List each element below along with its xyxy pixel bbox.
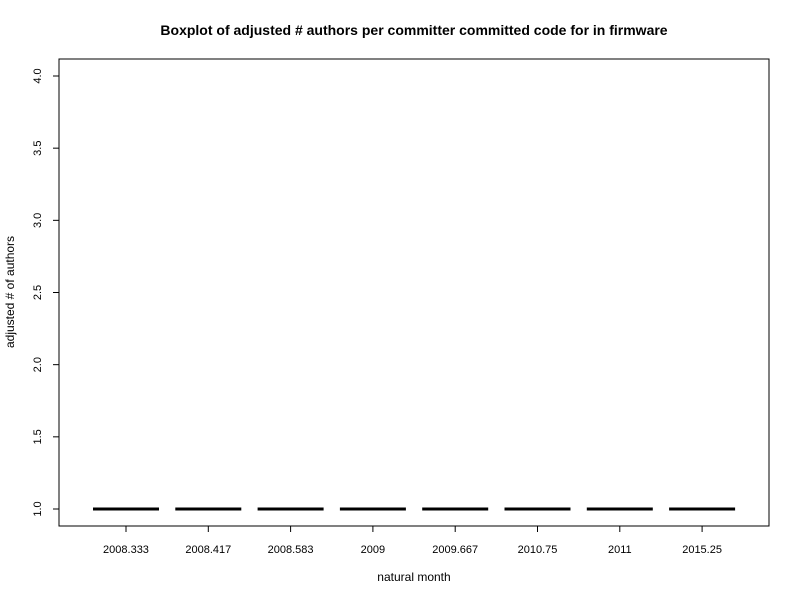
x-axis: 2008.333 2008.417 2008.583 2009 2009.667 2010… — [103, 525, 722, 556]
y-tick-label: 1.5 — [32, 429, 44, 444]
chart-title: Boxplot of adjusted # authors per commit… — [160, 22, 667, 38]
y-axis-label: adjusted # of authors — [3, 236, 17, 348]
plot-frame — [58, 58, 770, 527]
x-tick-label: 2009.667 — [432, 544, 478, 556]
x-axis-label: natural month — [377, 570, 450, 584]
y-axis: 1.0 1.5 2.0 2.5 3.0 3.5 4.0 — [32, 68, 60, 517]
x-tick-label: 2008.583 — [268, 544, 314, 556]
y-tick-label: 2.0 — [32, 357, 44, 372]
y-tick-label: 3.0 — [32, 213, 44, 228]
x-tick-label: 2015.25 — [682, 544, 722, 556]
x-tick-label: 2010.75 — [518, 544, 558, 556]
y-tick-label: 4.0 — [32, 68, 44, 83]
y-tick-label: 2.5 — [32, 285, 44, 300]
x-tick-label: 2011 — [608, 544, 632, 556]
y-tick-label: 1.0 — [32, 501, 44, 516]
y-tick-label: 3.5 — [32, 141, 44, 156]
x-tick-label: 2008.333 — [103, 544, 149, 556]
x-tick-label: 2008.417 — [185, 544, 231, 556]
x-tick-label: 2009 — [361, 544, 385, 556]
